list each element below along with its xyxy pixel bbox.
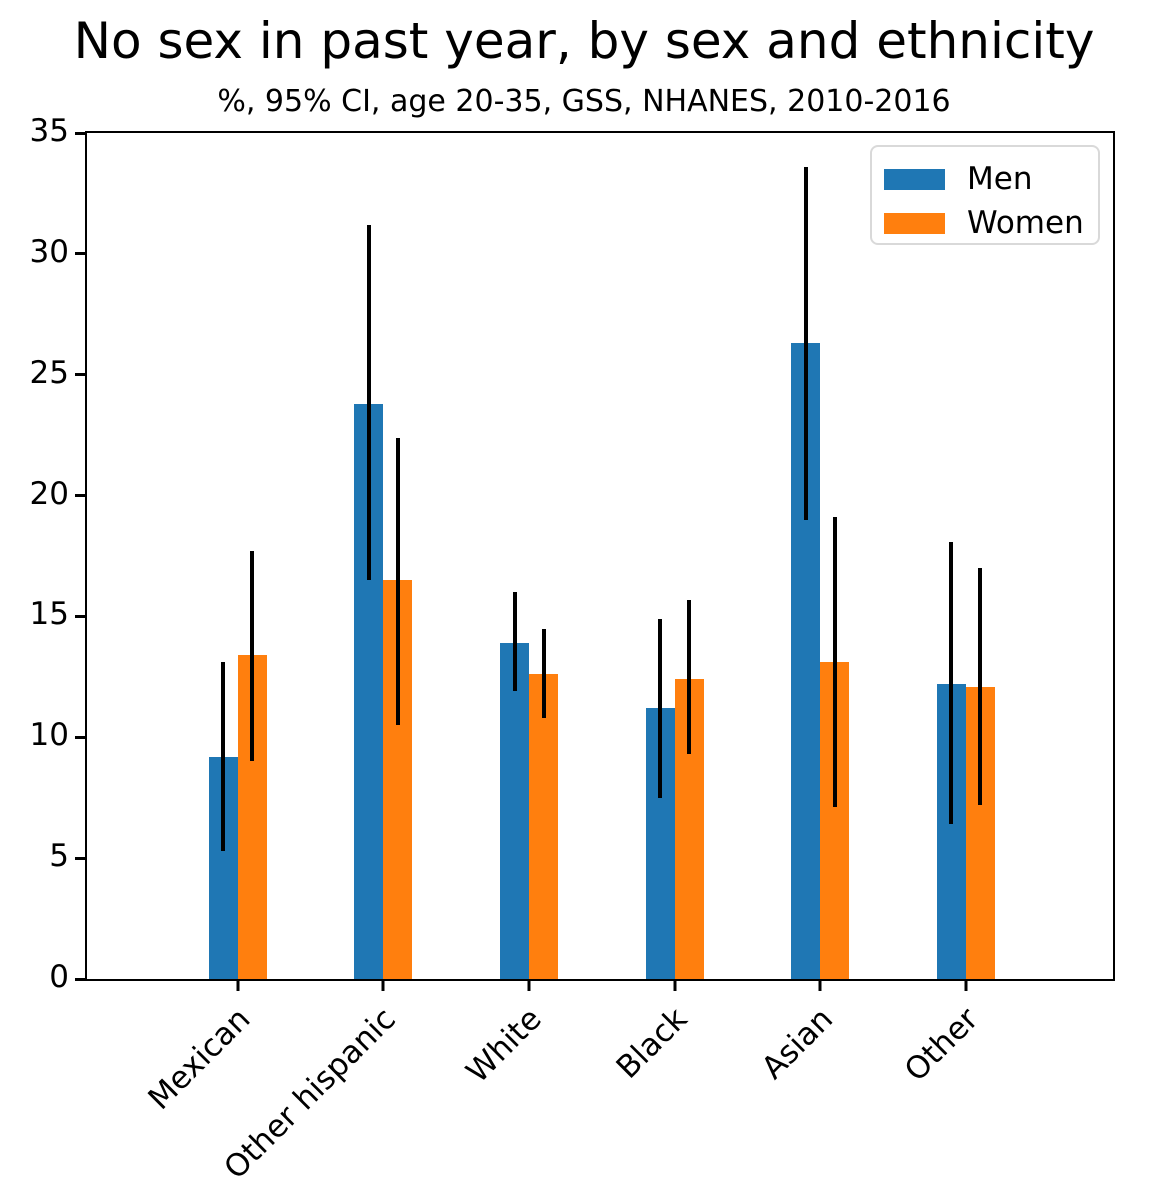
error-bar-men-asian [803, 166, 808, 520]
x-axis-tick-other [964, 981, 968, 991]
error-bar-men-mexican [221, 662, 226, 851]
bar-women-white [529, 674, 558, 979]
y-axis-label-0: 0 [49, 959, 69, 995]
error-bar-women-other [978, 568, 983, 805]
y-axis-label-25: 25 [29, 354, 69, 391]
legend: Men Women [870, 145, 1100, 245]
y-axis-tick-15 [75, 614, 85, 618]
error-bar-men-white [512, 592, 517, 692]
legend-swatch-men [884, 168, 945, 190]
error-bar-women-white [541, 628, 546, 718]
y-axis-tick-25 [75, 373, 85, 377]
y-axis-tick-0 [75, 977, 85, 981]
legend-row-men: Men [884, 161, 1032, 197]
error-bar-men-other-hispanic [366, 224, 371, 581]
x-axis-label-mexican: Mexican [141, 1001, 258, 1117]
y-axis-tick-20 [75, 494, 85, 498]
error-bar-men-other [949, 541, 954, 825]
plot-area: Mexican Other hispanic White Black Asian Othe… [75, 131, 1115, 1186]
x-axis-tick-white [527, 981, 531, 991]
legend-label-men: Men [967, 161, 1033, 197]
x-axis-label-asian: Asian [754, 1001, 840, 1087]
y-axis-label-30: 30 [29, 233, 69, 270]
legend-swatch-women [884, 212, 945, 234]
error-bar-women-mexican [250, 551, 255, 762]
y-axis-tick-30 [75, 252, 85, 256]
chart-subtitle: %, 95% CI, age 20-35, GSS, NHANES, 2010-… [217, 84, 951, 119]
error-bar-women-asian [832, 517, 837, 808]
x-axis-tick-asian [818, 981, 822, 991]
y-axis-label-10: 10 [29, 717, 69, 754]
legend-row-women: Women [884, 205, 1084, 241]
y-axis-tick-35 [75, 131, 85, 135]
y-axis-label-35: 35 [29, 113, 69, 149]
x-axis-tick-other-hispanic [381, 981, 385, 991]
bar-men-white [500, 643, 529, 979]
x-axis-label-white: White [459, 1001, 549, 1091]
y-axis-label-15: 15 [29, 596, 69, 633]
chart-title: No sex in past year, by sex and ethnicit… [73, 12, 1095, 70]
y-axis-label-20: 20 [29, 475, 69, 512]
legend-label-women: Women [967, 205, 1084, 241]
x-axis-tick-black [673, 981, 677, 991]
y-axis-tick-5 [75, 856, 85, 860]
x-axis-label-other: Other [897, 1001, 986, 1089]
error-bar-men-black [658, 618, 663, 798]
y-axis-tick-10 [75, 735, 85, 739]
x-axis-tick-mexican [236, 981, 240, 991]
error-bar-women-other-hispanic [395, 437, 400, 726]
error-bar-women-black [687, 599, 692, 755]
y-axis-label-5: 5 [49, 838, 69, 875]
x-axis-label-black: Black [609, 1001, 695, 1086]
